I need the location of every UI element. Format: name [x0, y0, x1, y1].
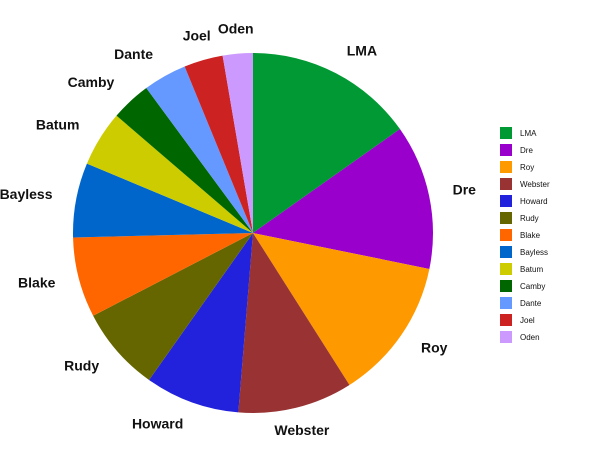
legend-label: Roy [520, 163, 534, 172]
slice-label: LMA [347, 43, 377, 59]
legend-label: Joel [520, 316, 535, 325]
legend-swatch [500, 212, 512, 224]
slice-label: Dre [453, 182, 477, 198]
legend-label: Blake [520, 231, 541, 240]
legend-swatch [500, 127, 512, 139]
pie-slice [116, 88, 253, 233]
legend-swatch [500, 195, 512, 207]
legend-swatch [500, 297, 512, 309]
legend-label: Bayless [520, 248, 548, 257]
legend-label: Camby [520, 282, 545, 291]
slice-label: Joel [183, 28, 211, 44]
legend-label: Howard [520, 197, 548, 206]
legend-swatch [500, 263, 512, 275]
pie-slice [184, 55, 253, 234]
slice-label: Camby [68, 74, 115, 90]
legend-swatch [500, 246, 512, 258]
legend-swatch [500, 161, 512, 173]
legend-label: Batum [520, 265, 543, 274]
slice-label: Howard [132, 415, 183, 431]
pie-slice [73, 233, 253, 316]
slice-label: Rudy [64, 358, 99, 374]
legend-swatch [500, 280, 512, 292]
slice-label: Roy [421, 339, 448, 355]
legend-label: LMA [520, 129, 537, 138]
pie-slice [238, 233, 350, 413]
pie-slice [93, 233, 253, 380]
pie-slice [253, 53, 400, 233]
legend-swatch [500, 144, 512, 156]
pie-slice [253, 233, 430, 385]
pie-slice [253, 129, 433, 269]
legend-label: Oden [520, 333, 540, 342]
slice-label: Blake [18, 274, 56, 290]
legend-swatch [500, 178, 512, 190]
legend-label: Dante [520, 299, 542, 308]
pie-slice [149, 233, 253, 413]
pie-slice [146, 66, 253, 233]
legend-label: Dre [520, 146, 533, 155]
pie-slice [86, 115, 253, 233]
pie-slice [222, 53, 253, 233]
slice-label: Webster [274, 422, 330, 438]
slice-label: Dante [114, 46, 153, 62]
legend-swatch [500, 331, 512, 343]
pie-slice [73, 163, 253, 238]
legend-swatch [500, 229, 512, 241]
legend-swatch [500, 314, 512, 326]
slice-label: Bayless [0, 186, 53, 202]
slice-label: Batum [36, 117, 80, 133]
legend-label: Webster [520, 180, 550, 189]
legend-label: Rudy [520, 214, 539, 223]
slice-label: Oden [218, 20, 254, 36]
